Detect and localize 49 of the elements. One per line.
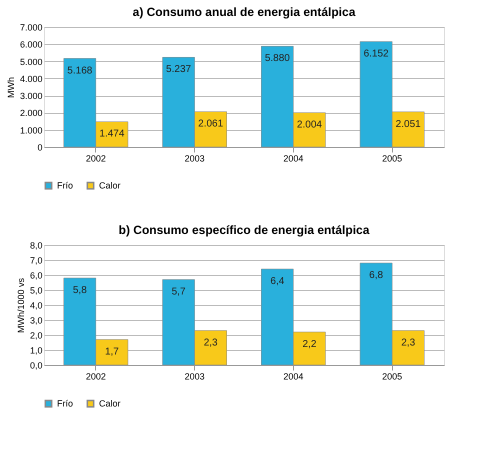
y-axis-title: MWh <box>6 77 16 98</box>
data-label: 2,3 <box>204 338 218 348</box>
legend-label: Frío <box>57 398 74 409</box>
x-tick-label: 2004 <box>283 372 304 382</box>
y-tick-label: 5.000 <box>20 56 42 67</box>
data-label: 5,8 <box>72 285 88 296</box>
data-label: 5.880 <box>264 53 290 64</box>
x-tick-label: 2005 <box>382 154 402 164</box>
y-tick-label: 1.000 <box>20 125 42 136</box>
x-tick-label: 2004 <box>283 154 304 164</box>
y-tick-label: 3,0 <box>30 316 42 326</box>
y-tick-label: 6.000 <box>20 40 42 50</box>
y-tick-label: 0,0 <box>30 360 42 370</box>
y-tick-label: 1,0 <box>30 346 42 356</box>
data-label: 6.152 <box>364 48 390 60</box>
y-tick-label: 5,0 <box>30 286 42 296</box>
chart-title: a) Consumo anual de energia entálpica <box>132 5 356 19</box>
x-tick-label: 2002 <box>86 154 106 164</box>
y-tick-label: 2,0 <box>30 330 42 340</box>
y-tick-label: 6,0 <box>30 270 42 280</box>
x-tick-label: 2005 <box>382 372 402 382</box>
legend-label: Frío <box>57 180 74 191</box>
legend-label: Calor <box>99 398 121 409</box>
data-label: 5.168 <box>67 65 93 76</box>
y-tick-label: 4,0 <box>30 300 42 310</box>
data-label: 1.474 <box>99 128 125 140</box>
data-label: 2,2 <box>302 339 317 350</box>
data-label: 2,3 <box>401 338 416 348</box>
data-label: 6,8 <box>369 270 384 281</box>
y-tick-label: 4.000 <box>20 74 42 84</box>
chart-title: b) Consumo específico de energia entálpica <box>118 223 370 237</box>
y-tick-label: 8,0 <box>30 240 42 250</box>
y-axis-title: MWh/1000 vs <box>16 277 26 334</box>
x-tick-label: 2003 <box>184 154 205 164</box>
y-tick-label: 3.000 <box>20 91 42 102</box>
y-tick-label: 2.000 <box>20 108 42 118</box>
y-tick-label: 7,0 <box>30 256 42 266</box>
y-tick-label: 0 <box>37 142 42 152</box>
y-tick-label: 7.000 <box>20 22 42 32</box>
data-label: 2.061 <box>198 118 224 130</box>
data-label: 1,7 <box>104 346 120 358</box>
data-label: 6,4 <box>270 276 285 287</box>
x-tick-label: 2002 <box>86 372 106 382</box>
data-label: 5.237 <box>166 64 192 76</box>
data-label: 5,7 <box>172 286 186 298</box>
data-label: 2.004 <box>296 120 322 131</box>
data-label: 2.051 <box>396 118 422 130</box>
legend-label: Calor <box>99 180 121 191</box>
x-tick-label: 2003 <box>184 372 205 382</box>
